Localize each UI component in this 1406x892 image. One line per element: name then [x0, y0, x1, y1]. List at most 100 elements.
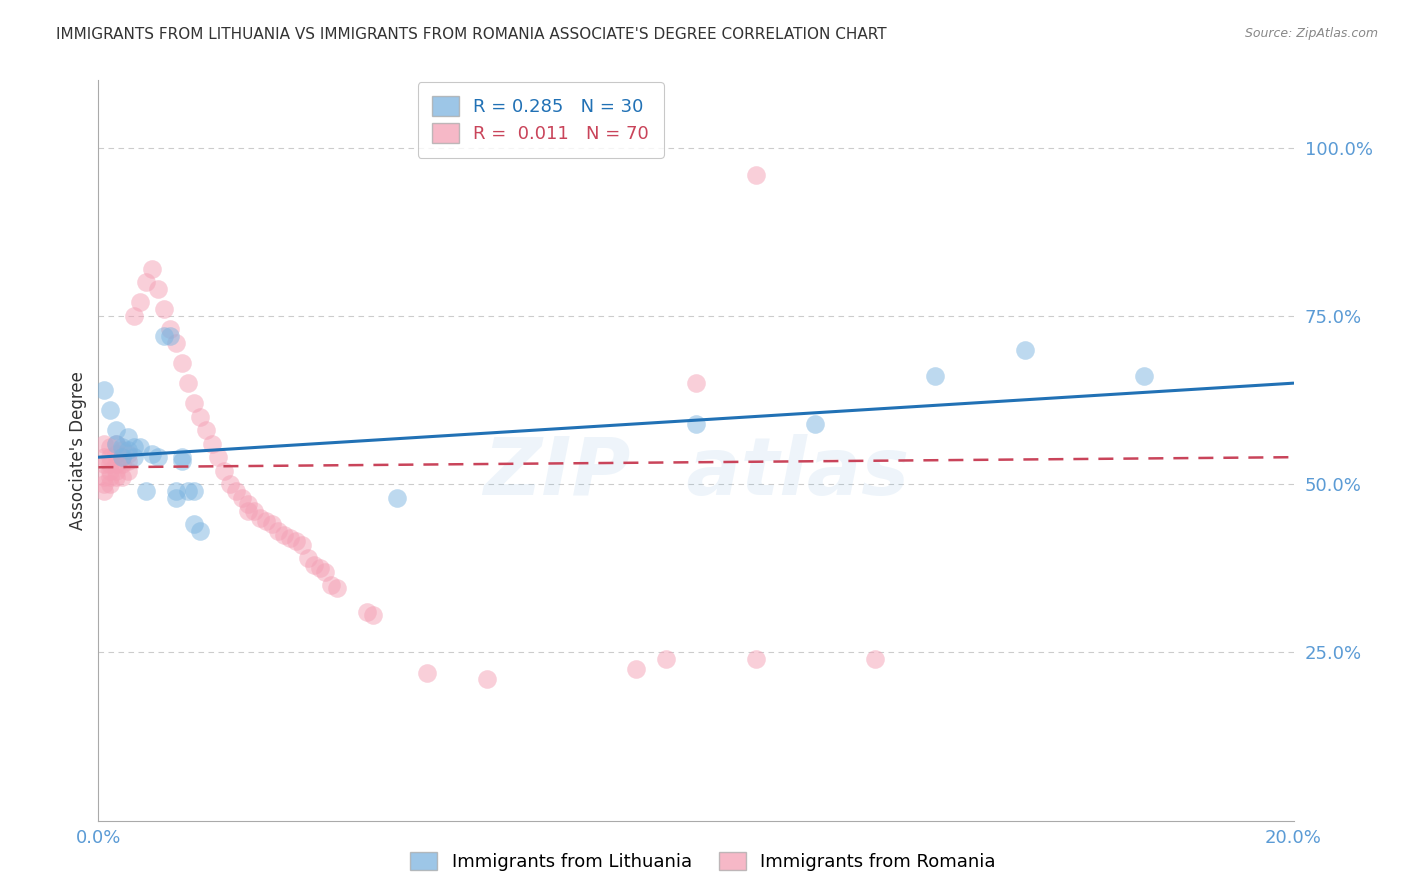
Point	[93, 470, 115, 484]
Point	[153, 329, 176, 343]
Point	[655, 652, 678, 666]
Point	[141, 447, 163, 461]
Point	[135, 275, 157, 289]
Point	[93, 477, 115, 491]
Point	[93, 457, 115, 471]
Point	[201, 436, 224, 450]
Point	[273, 527, 295, 541]
Point	[212, 464, 235, 478]
Point	[177, 376, 200, 391]
Point	[98, 470, 122, 484]
Point	[745, 652, 768, 666]
Point	[745, 168, 768, 182]
Point	[129, 295, 152, 310]
Point	[124, 450, 146, 465]
Point	[135, 483, 157, 498]
Point	[111, 450, 134, 465]
Point	[111, 470, 134, 484]
Y-axis label: Associate's Degree: Associate's Degree	[69, 371, 87, 530]
Point	[356, 605, 378, 619]
Point	[183, 396, 205, 410]
Point	[363, 608, 385, 623]
Point	[93, 383, 115, 397]
Point	[249, 510, 271, 524]
Point	[172, 453, 194, 467]
Point	[124, 440, 146, 454]
Point	[111, 457, 134, 471]
Point	[219, 477, 242, 491]
Point	[321, 578, 343, 592]
Point	[254, 514, 277, 528]
Point	[111, 450, 134, 465]
Point	[183, 517, 205, 532]
Point	[326, 582, 349, 596]
Point	[165, 483, 187, 498]
Point	[105, 436, 128, 450]
Point	[416, 665, 439, 680]
Point	[183, 483, 205, 498]
Text: IMMIGRANTS FROM LITHUANIA VS IMMIGRANTS FROM ROMANIA ASSOCIATE'S DEGREE CORRELAT: IMMIGRANTS FROM LITHUANIA VS IMMIGRANTS …	[56, 27, 887, 42]
Point	[172, 356, 194, 370]
Text: Source: ZipAtlas.com: Source: ZipAtlas.com	[1244, 27, 1378, 40]
Point	[93, 450, 115, 465]
Point	[111, 440, 134, 454]
Point	[105, 457, 128, 471]
Point	[267, 524, 290, 539]
Point	[117, 443, 139, 458]
Point	[207, 450, 229, 465]
Point	[117, 453, 139, 467]
Point	[98, 440, 122, 454]
Point	[148, 282, 170, 296]
Point	[98, 450, 122, 465]
Point	[685, 417, 707, 431]
Point	[117, 447, 139, 461]
Point	[105, 470, 128, 484]
Point	[93, 436, 115, 450]
Point	[308, 561, 330, 575]
Point	[626, 662, 648, 676]
Point	[278, 531, 301, 545]
Point	[685, 376, 707, 391]
Point	[302, 558, 325, 572]
Point	[141, 261, 163, 276]
Point	[1014, 343, 1036, 357]
Point	[93, 483, 115, 498]
Point	[243, 504, 266, 518]
Point	[105, 423, 128, 437]
Point	[188, 524, 211, 539]
Point	[98, 477, 122, 491]
Point	[117, 430, 139, 444]
Point	[105, 436, 128, 450]
Point	[385, 491, 409, 505]
Point	[124, 309, 146, 323]
Point	[260, 517, 283, 532]
Point	[924, 369, 946, 384]
Point	[225, 483, 247, 498]
Point	[315, 565, 337, 579]
Point	[117, 464, 139, 478]
Point	[153, 302, 176, 317]
Point	[291, 538, 314, 552]
Point	[865, 652, 887, 666]
Point	[98, 457, 122, 471]
Point	[284, 534, 307, 549]
Point	[98, 403, 122, 417]
Point	[159, 329, 181, 343]
Point	[236, 497, 259, 511]
Point	[1133, 369, 1156, 384]
Point	[188, 409, 211, 424]
Point	[105, 464, 128, 478]
Point	[111, 443, 134, 458]
Point	[804, 417, 827, 431]
Point	[236, 504, 259, 518]
Point	[297, 551, 319, 566]
Point	[98, 464, 122, 478]
Point	[172, 450, 194, 465]
Legend: Immigrants from Lithuania, Immigrants from Romania: Immigrants from Lithuania, Immigrants fr…	[404, 845, 1002, 879]
Point	[159, 322, 181, 336]
Point	[165, 491, 187, 505]
Text: ZIP  atlas: ZIP atlas	[482, 434, 910, 512]
Point	[231, 491, 253, 505]
Point	[165, 335, 187, 350]
Legend: R = 0.285   N = 30, R =  0.011   N = 70: R = 0.285 N = 30, R = 0.011 N = 70	[418, 82, 664, 158]
